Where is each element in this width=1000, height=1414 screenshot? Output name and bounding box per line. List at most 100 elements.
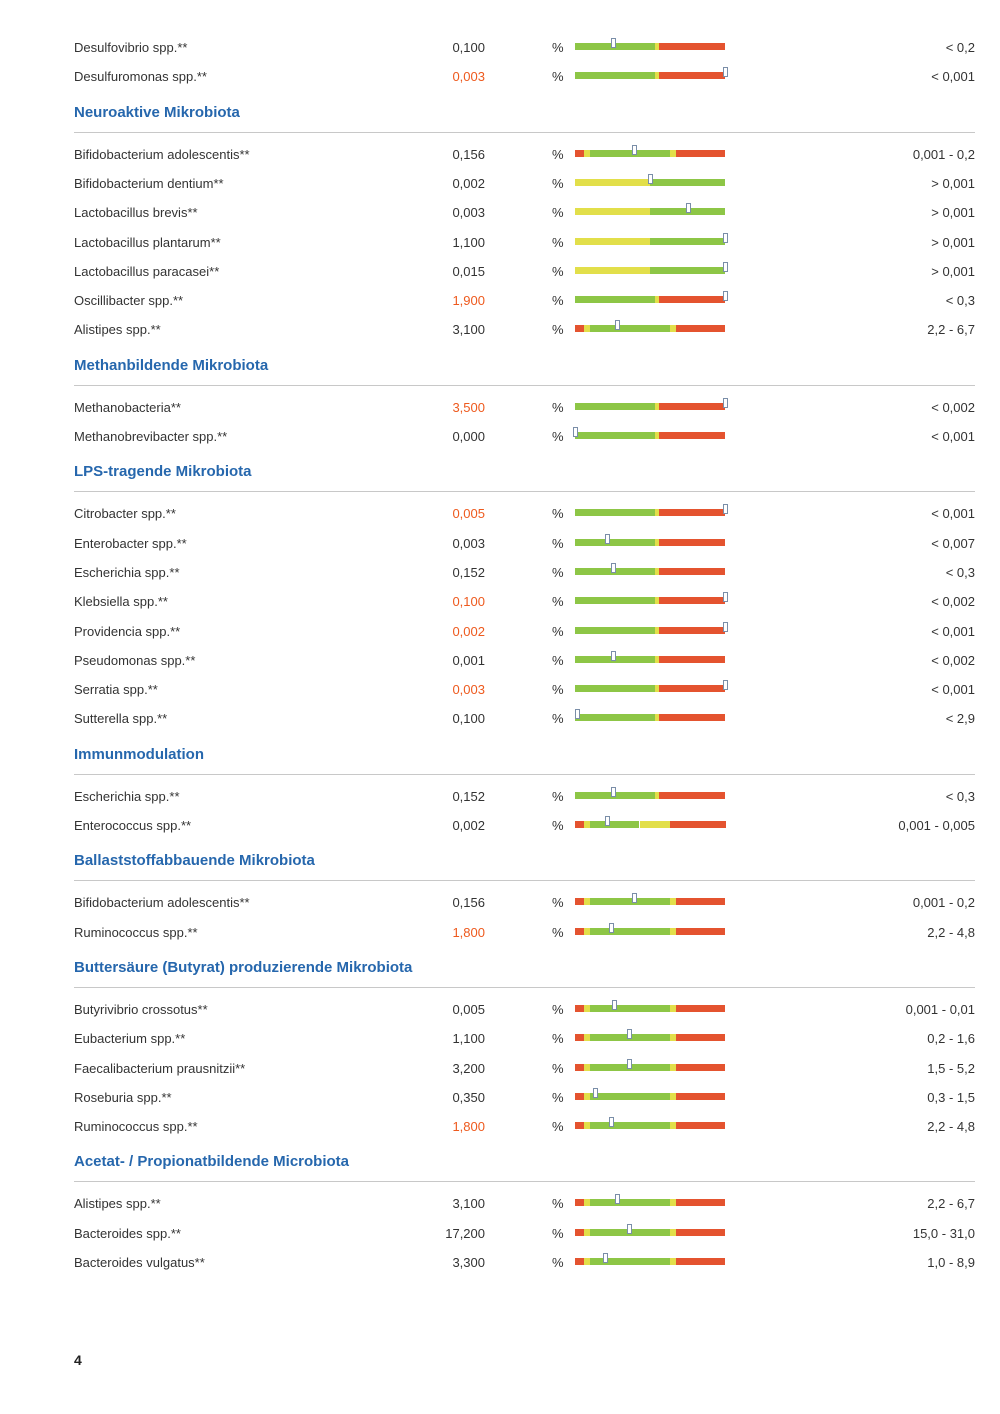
range-bar-segment xyxy=(575,1199,584,1207)
section-header: Acetat- / Propionatbildende Microbiota xyxy=(0,1151,1000,1195)
reference-range: 0,001 - 0,2 xyxy=(912,146,975,162)
section-header: Buttersäure (Butyrat) produzierende Mikr… xyxy=(0,957,1000,1001)
reference-range: 0,2 - 1,6 xyxy=(927,1031,975,1047)
result-row: Desulfuromonas spp.** 0,003% < 0,001 xyxy=(0,66,1000,88)
reference-range: 1,5 - 5,2 xyxy=(927,1060,975,1076)
unit-label: % xyxy=(552,506,564,522)
unit-label: % xyxy=(552,263,564,279)
range-bar xyxy=(575,592,728,605)
range-bar-segment xyxy=(655,402,660,410)
measured-value: 1,800 xyxy=(452,1119,485,1135)
range-bar-segment xyxy=(659,597,725,605)
range-marker xyxy=(648,173,653,184)
range-marker xyxy=(615,1194,620,1205)
reference-range: 0,3 - 1,5 xyxy=(927,1089,975,1105)
range-bar-segment xyxy=(590,1122,670,1130)
result-row: Bifidobacterium adolescentis** 0,156% 0,00… xyxy=(0,892,1000,914)
result-row: Bacteroides vulgatus** 3,300% 1,0 - 8,9 xyxy=(0,1252,1000,1274)
range-marker xyxy=(723,592,728,603)
range-bar-segment xyxy=(590,149,670,157)
reference-range: < 0,2 xyxy=(945,40,975,55)
bacterium-name: Methanobrevibacter spp.** xyxy=(74,429,228,444)
unit-label: % xyxy=(552,924,564,940)
range-bar xyxy=(575,291,728,304)
range-bar-segment xyxy=(655,655,660,663)
bacterium-name: Escherichia spp.** xyxy=(74,564,180,580)
result-row: Lactobacillus plantarum** 1,100% > 0,001 xyxy=(0,232,1000,254)
range-bar-segment xyxy=(676,927,725,935)
measured-value: 0,100 xyxy=(452,40,485,55)
measured-value: 0,002 xyxy=(452,623,485,639)
measured-value: 0,152 xyxy=(452,788,485,804)
range-bar-segment xyxy=(575,178,650,186)
unit-label: % xyxy=(552,429,564,444)
result-row: Alistipes spp.** 3,100% 2,2 - 6,7 xyxy=(0,319,1000,341)
result-row: Eubacterium spp.** 1,100% 0,2 - 1,6 xyxy=(0,1028,1000,1050)
range-bar xyxy=(575,533,725,546)
range-marker xyxy=(632,893,637,904)
range-bar-segment xyxy=(676,1228,725,1236)
reference-range: 2,2 - 4,8 xyxy=(927,924,975,940)
bacterium-name: Eubacterium spp.** xyxy=(74,1031,186,1047)
unit-label: % xyxy=(552,652,564,668)
range-bar-segment xyxy=(655,597,660,605)
reference-range: < 0,3 xyxy=(945,788,975,804)
result-row: Sutterella spp.** 0,100% < 2,9 xyxy=(0,708,1000,730)
unit-label: % xyxy=(552,146,564,162)
bacterium-name: Lactobacillus plantarum** xyxy=(74,234,221,250)
bacterium-name: Pseudomonas spp.** xyxy=(74,652,196,668)
range-bar xyxy=(575,893,725,906)
range-bar-segment xyxy=(670,898,676,906)
range-bar-segment xyxy=(676,1034,725,1042)
range-bar-segment xyxy=(590,1092,670,1100)
range-bar-segment xyxy=(659,402,725,410)
range-bar xyxy=(575,203,725,216)
measured-value: 0,003 xyxy=(452,535,485,551)
result-row: Providencia spp.** 0,002% < 0,001 xyxy=(0,621,1000,643)
unit-label: % xyxy=(552,322,564,338)
unit-label: % xyxy=(552,1001,564,1017)
unit-label: % xyxy=(552,1255,564,1270)
reference-range: < 0,001 xyxy=(931,623,975,639)
reference-range: 0,001 - 0,2 xyxy=(912,895,975,911)
reference-range: 0,001 - 0,005 xyxy=(898,818,975,833)
range-bar-segment xyxy=(650,178,725,186)
range-bar-segment xyxy=(575,149,584,157)
range-bar-segment xyxy=(584,1004,590,1012)
range-bar-segment xyxy=(676,898,725,906)
range-marker xyxy=(611,650,616,661)
range-bar-segment xyxy=(590,1199,670,1207)
range-bar-segment xyxy=(575,1092,584,1100)
reference-range: > 0,001 xyxy=(931,234,975,250)
unit-label: % xyxy=(552,564,564,580)
range-bar-segment xyxy=(659,509,725,517)
reference-range: 0,001 - 0,01 xyxy=(905,1001,975,1017)
bacterium-name: Roseburia spp.** xyxy=(74,1089,172,1105)
section-header: Immunmodulation xyxy=(0,744,1000,788)
result-row: Desulfovibrio spp.** 0,100% < 0,2 xyxy=(0,37,1000,59)
range-bar-segment xyxy=(676,1258,725,1265)
range-marker xyxy=(627,1058,632,1069)
unit-label: % xyxy=(552,711,564,727)
section-header: LPS-tragende Mikrobiota xyxy=(0,461,1000,505)
range-bar xyxy=(575,144,725,157)
reference-range: < 0,001 xyxy=(931,429,975,444)
measured-value: 1,900 xyxy=(452,293,485,309)
range-bar-segment xyxy=(575,1258,584,1265)
reference-range: < 0,002 xyxy=(931,399,975,415)
range-bar xyxy=(575,1253,725,1265)
range-marker xyxy=(723,397,728,408)
reference-range: 15,0 - 31,0 xyxy=(912,1225,975,1241)
range-bar-segment xyxy=(575,898,584,906)
range-bar-segment xyxy=(655,432,660,439)
measured-value: 0,003 xyxy=(452,205,485,221)
range-bar-segment xyxy=(670,821,726,828)
measured-value: 0,001 xyxy=(452,652,485,668)
range-bar-segment xyxy=(670,1092,676,1100)
page-number: 4 xyxy=(74,1352,82,1368)
range-marker xyxy=(723,621,728,632)
measured-value: 3,100 xyxy=(452,322,485,338)
range-bar-segment xyxy=(676,1063,725,1071)
range-bar-segment xyxy=(655,791,660,799)
section-header: Methanbildende Mikrobiota xyxy=(0,355,1000,399)
